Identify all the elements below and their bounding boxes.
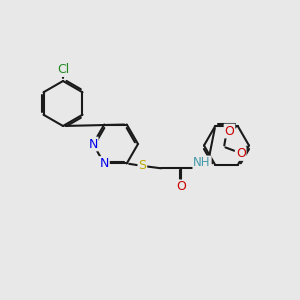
Text: S: S — [138, 159, 146, 172]
Text: O: O — [236, 147, 246, 160]
Text: N: N — [88, 137, 98, 151]
Text: O: O — [224, 124, 234, 137]
Text: O: O — [176, 180, 186, 194]
Text: Cl: Cl — [57, 63, 69, 76]
Text: N: N — [100, 157, 109, 170]
Text: NH: NH — [193, 156, 211, 170]
